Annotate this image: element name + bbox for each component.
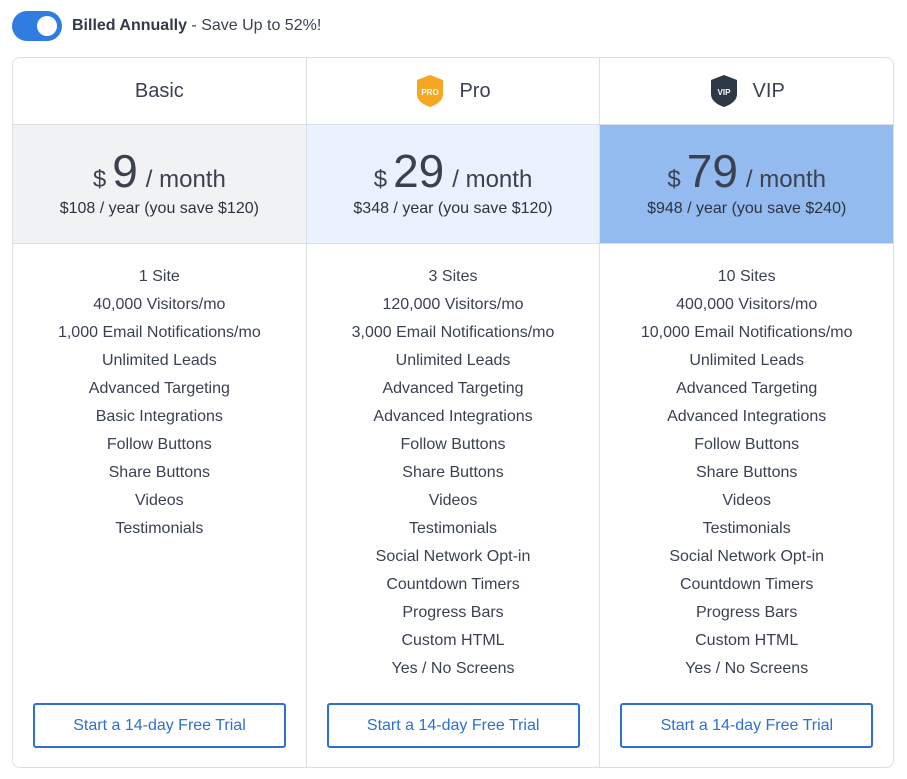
price-amount: 29 (393, 145, 445, 197)
billing-label-bold: Billed Annually (72, 17, 187, 34)
yearly-price: $348 / year (you save $120) (353, 200, 553, 217)
pro-shield-icon: PRO (417, 75, 444, 107)
feature-item: Share Buttons (402, 464, 504, 481)
feature-item: Follow Buttons (694, 436, 800, 453)
feature-item: Advanced Integrations (667, 408, 827, 425)
plan-header: PRO Pro (306, 58, 600, 125)
feature-list: 10 Sites 400,000 Visitors/mo 10,000 Emai… (600, 244, 893, 683)
feature-item: Progress Bars (402, 604, 504, 621)
price-box: $ 9 / month $108 / year (you save $120) (13, 125, 306, 244)
currency-symbol: $ (92, 166, 107, 193)
plan-header: Basic (13, 58, 306, 125)
price-line: $ 29 / month (374, 144, 533, 198)
feature-item: 120,000 Visitors/mo (382, 296, 524, 313)
feature-item: Social Network Opt-in (375, 548, 531, 565)
feature-item: 3 Sites (428, 268, 478, 285)
price-box: $ 79 / month $948 / year (you save $240) (600, 125, 893, 244)
feature-item: Videos (428, 492, 478, 509)
feature-item: 3,000 Email Notifications/mo (351, 324, 555, 341)
billing-toggle-row: Billed Annually - Save Up to 52%! (12, 11, 321, 41)
feature-item: Follow Buttons (400, 436, 506, 453)
feature-item: Share Buttons (108, 464, 211, 481)
yearly-price: $108 / year (you save $120) (59, 200, 259, 217)
currency-symbol: $ (373, 166, 388, 193)
feature-item: Testimonials (408, 520, 498, 537)
feature-item: Social Network Opt-in (669, 548, 825, 565)
plan-vip: VIP VIP $ 79 / month $948 / year (you sa… (600, 58, 893, 767)
feature-item: Progress Bars (695, 604, 798, 621)
feature-item: Follow Buttons (106, 436, 212, 453)
feature-item: 1,000 Email Notifications/mo (57, 324, 261, 341)
feature-list: 3 Sites 120,000 Visitors/mo 3,000 Email … (307, 244, 600, 683)
feature-item: 40,000 Visitors/mo (93, 296, 226, 313)
feature-item: 400,000 Visitors/mo (676, 296, 818, 313)
plan-header: VIP VIP (600, 58, 893, 125)
billing-toggle-switch[interactable] (12, 11, 62, 41)
plan-name: Basic (134, 79, 184, 102)
feature-item: Yes / No Screens (685, 660, 809, 677)
plan-basic: Basic $ 9 / month $108 / year (you save … (13, 58, 307, 767)
billing-label: Billed Annually - Save Up to 52%! (72, 17, 321, 35)
feature-item: Custom HTML (695, 632, 799, 649)
feature-item: Custom HTML (401, 632, 505, 649)
feature-item: Unlimited Leads (395, 352, 511, 369)
vip-shield-icon: VIP (710, 75, 737, 107)
price-box: $ 29 / month $348 / year (you save $120) (306, 125, 600, 244)
start-trial-button-basic[interactable]: Start a 14-day Free Trial (33, 703, 286, 748)
feature-item: Videos (135, 492, 184, 509)
pricing-table: Basic $ 9 / month $108 / year (you save … (12, 57, 894, 768)
plan-name: VIP (752, 79, 785, 102)
feature-item: 1 Site (138, 268, 180, 285)
feature-item: Advanced Targeting (382, 380, 524, 397)
price-amount: 9 (112, 145, 138, 197)
feature-item: Videos (722, 492, 771, 509)
feature-item: 10 Sites (717, 268, 776, 285)
feature-item: Testimonials (702, 520, 791, 537)
start-trial-button-pro[interactable]: Start a 14-day Free Trial (326, 703, 580, 748)
price-period: / month (145, 166, 226, 193)
feature-item: Yes / No Screens (391, 660, 515, 677)
feature-item: Advanced Targeting (88, 380, 230, 397)
start-trial-button-vip[interactable]: Start a 14-day Free Trial (620, 703, 874, 748)
plan-name: Pro (459, 79, 491, 102)
pro-badge-text: PRO (422, 88, 439, 97)
feature-list: 1 Site 40,000 Visitors/mo 1,000 Email No… (13, 244, 306, 543)
feature-item: Countdown Timers (679, 576, 814, 593)
feature-item: Basic Integrations (95, 408, 223, 425)
feature-item: Unlimited Leads (689, 352, 805, 369)
price-period: / month (452, 166, 533, 193)
feature-item: Share Buttons (695, 464, 798, 481)
feature-item: Unlimited Leads (101, 352, 217, 369)
price-period: / month (745, 166, 826, 193)
vip-badge-text: VIP (717, 88, 731, 97)
price-line: $ 79 / month (667, 144, 826, 198)
feature-item: Advanced Integrations (373, 408, 533, 425)
plan-pro: PRO Pro $ 29 / month $348 / year (you sa… (306, 58, 601, 767)
price-line: $ 9 / month (93, 144, 226, 198)
feature-item: 10,000 Email Notifications/mo (640, 324, 853, 341)
feature-item: Countdown Timers (386, 576, 520, 593)
billing-label-savings: - Save Up to 52%! (186, 17, 322, 34)
currency-symbol: $ (667, 166, 681, 193)
price-amount: 79 (686, 145, 738, 197)
toggle-knob (37, 16, 57, 36)
feature-item: Advanced Targeting (676, 380, 818, 397)
yearly-price: $948 / year (you save $240) (647, 200, 847, 217)
feature-item: Testimonials (115, 520, 204, 537)
